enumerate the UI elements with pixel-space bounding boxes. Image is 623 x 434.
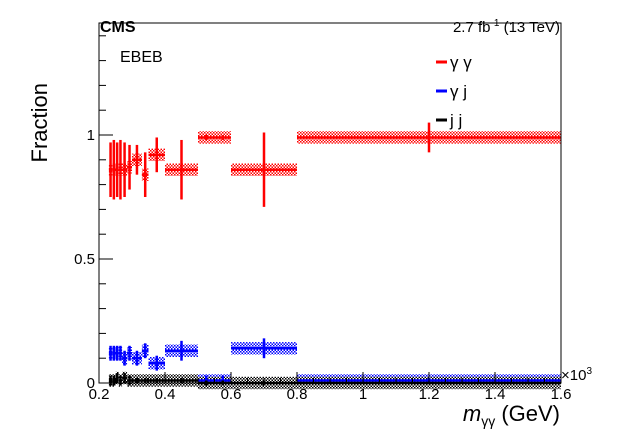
y-tick-label-0: 0 [87,375,95,392]
lumi-label: 2.7 fb-1 (13 TeV) [453,18,560,36]
legend-label-gg: γ γ [450,53,472,72]
x-tick-label-6: 1.4 [485,386,506,403]
axes: 0.2 0.4 0.6 0.8 1 1.2 1.4 1.6 0 0.5 1 [74,22,572,403]
x-multiplier-label: ×103 [561,366,592,384]
category-label: EBEB [120,49,163,66]
legend-entry-gj: γ j [436,82,467,101]
x-tick-label-7: 1.6 [551,386,572,403]
legend-label-gj: γ j [450,82,467,101]
legend-entry-gg: γ γ [436,53,472,72]
legend-entry-jj: j j [436,111,462,130]
x-axis-title: mγγ (GeV) [463,401,560,429]
x-tick-label-4: 1 [359,386,367,403]
y-tick-label-1: 0.5 [74,251,95,268]
x-tick-label-1: 0.4 [155,386,176,403]
x-tick-label-2: 0.6 [221,386,242,403]
x-tick-label-0: 0.2 [89,386,110,403]
x-tick-label-3: 0.8 [287,386,308,403]
legend-label-jj: j j [449,111,462,130]
legend: γ γ γ j j j [436,53,472,130]
y-axis-title: Fraction [27,83,52,162]
y-tick-label-2: 1 [87,127,95,144]
plot-frame [98,22,562,384]
x-tick-label-5: 1.2 [419,386,440,403]
experiment-label: CMS [100,19,136,36]
